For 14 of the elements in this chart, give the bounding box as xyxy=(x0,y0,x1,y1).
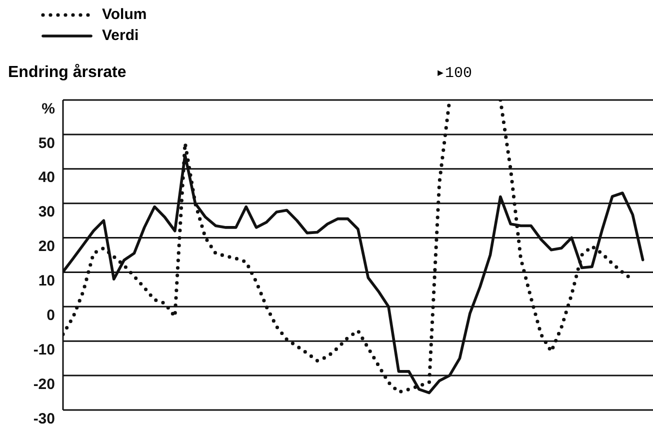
y-tick-label: -30 xyxy=(33,410,55,427)
legend-label: Verdi xyxy=(102,27,139,44)
y-tick-label: 0 xyxy=(46,306,55,324)
y-tick-label: -20 xyxy=(33,376,55,393)
y-axis-title: Endring årsrate xyxy=(8,64,126,82)
legend-label: Volum xyxy=(102,6,147,23)
y-tick-label: 10 xyxy=(38,272,55,290)
y-tick-label: % xyxy=(42,100,55,118)
y-tick-label: 50 xyxy=(38,134,55,152)
y-tick-label: 40 xyxy=(38,169,55,186)
y-tick-label: 20 xyxy=(38,238,55,256)
y-tick-label: 30 xyxy=(38,204,55,221)
text: ▸100 xyxy=(436,64,472,82)
y-tick-label: -10 xyxy=(33,341,55,358)
